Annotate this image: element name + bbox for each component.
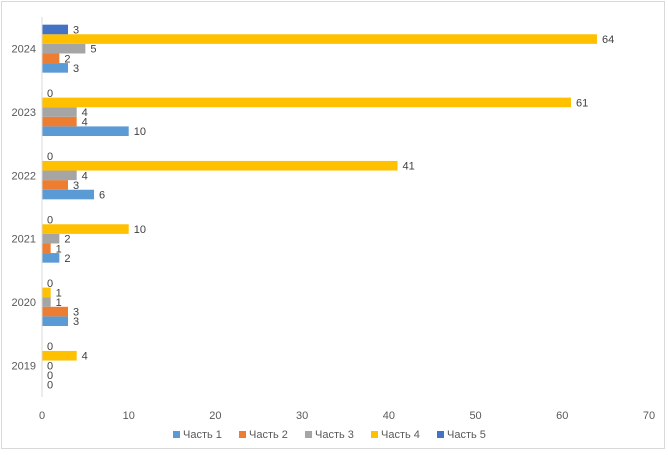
- data-label-2022-1: 6: [99, 190, 105, 202]
- data-label-2020-3: 1: [56, 297, 62, 309]
- data-label-2024-4: 64: [602, 34, 614, 46]
- bar-2021-3: [42, 233, 60, 244]
- data-label-2023-2: 4: [82, 117, 88, 129]
- x-axis-ticks: 0 10 20 30 40 50 60 70: [39, 410, 655, 422]
- legend-swatch: [371, 431, 378, 438]
- data-label-2024-5: 3: [73, 24, 79, 36]
- bar-2021-2: [42, 243, 51, 254]
- bar-2024-4: [42, 34, 597, 44]
- x-tick-40: 40: [383, 410, 395, 422]
- legend-label: Часть 1: [183, 429, 222, 441]
- legend-label: Часть 2: [249, 429, 288, 441]
- data-label-2023-1: 10: [134, 126, 146, 138]
- data-label-2019-2: 0: [47, 370, 53, 382]
- bar-2020-1: [42, 316, 69, 326]
- x-tick-30: 30: [296, 410, 308, 422]
- category-label-2019: 2019: [12, 360, 36, 372]
- data-label-2019-4: 4: [82, 351, 88, 363]
- category-label-2022: 2022: [12, 170, 36, 182]
- bar-2024-1: [42, 63, 69, 73]
- bar-2020-3: [42, 297, 51, 307]
- data-label-2022-4: 41: [403, 161, 415, 173]
- data-label-2019-3: 0: [47, 360, 53, 372]
- legend-swatch: [305, 431, 312, 438]
- category-label-2021: 2021: [12, 234, 36, 246]
- category-label-2023: 2023: [12, 107, 36, 119]
- bar-2021-4: [42, 224, 129, 234]
- x-tick-50: 50: [469, 410, 481, 422]
- data-label-2020-5: 0: [47, 278, 53, 290]
- legend-label: Часть 3: [315, 429, 354, 441]
- data-label-2023-5: 0: [47, 88, 53, 100]
- legend-swatch: [239, 431, 246, 438]
- bar-2024-3: [42, 43, 86, 54]
- legend-swatch: [173, 431, 180, 438]
- bar-2020-4: [42, 287, 51, 298]
- data-label-2021-1: 2: [64, 253, 70, 265]
- x-tick-20: 20: [209, 410, 221, 422]
- bar-2023-3: [42, 107, 77, 117]
- data-label-2022-5: 0: [47, 151, 53, 163]
- data-label-2020-4: 1: [56, 287, 62, 299]
- data-label-2024-2: 2: [64, 53, 70, 65]
- bar-2023-4: [42, 97, 571, 108]
- legend-item-4: Часть 4: [371, 429, 420, 441]
- data-label-2023-3: 4: [82, 107, 88, 119]
- data-label-2021-2: 1: [56, 243, 62, 255]
- bar-2024-2: [42, 53, 60, 64]
- data-label-2020-2: 3: [73, 307, 79, 319]
- data-label-2024-1: 3: [73, 63, 79, 75]
- data-label-2019-1: 0: [47, 380, 53, 392]
- legend-item-1: Часть 1: [173, 429, 222, 441]
- legend-item-2: Часть 2: [239, 429, 288, 441]
- legend: Часть 1 Часть 2 Часть 3 Часть 4 Часть 5: [173, 429, 486, 441]
- data-label-2021-4: 10: [134, 224, 146, 236]
- data-label-2021-3: 2: [64, 234, 70, 246]
- bars-layer: [42, 24, 597, 361]
- data-label-2019-5: 0: [47, 341, 53, 353]
- bar-2021-1: [42, 253, 60, 263]
- data-label-2023-4: 61: [576, 97, 588, 109]
- data-label-2024-3: 5: [90, 44, 96, 56]
- legend-label: Часть 5: [447, 429, 486, 441]
- x-tick-60: 60: [556, 410, 568, 422]
- bar-2023-2: [42, 116, 77, 127]
- bar-2020-2: [42, 306, 69, 317]
- chart-frame: 0 0 0 4 0 3 3 1 1 0 2 1 2 10 0 6 3 4 41 0 10 4 4 61 0 3 2 5 64 3 2019…: [1, 1, 665, 449]
- bar-2023-1: [42, 126, 129, 136]
- data-label-2022-3: 4: [82, 170, 88, 182]
- category-label-2020: 2020: [12, 297, 36, 309]
- bar-2022-2: [42, 180, 69, 190]
- data-label-2021-5: 0: [47, 214, 53, 226]
- bar-2022-1: [42, 189, 95, 200]
- x-tick-70: 70: [643, 410, 655, 422]
- bar-2022-3: [42, 170, 77, 181]
- bar-2022-4: [42, 160, 398, 171]
- legend-label: Часть 4: [381, 429, 420, 441]
- y-axis-categories: 2019 2020 2021 2022 2023 2024: [12, 44, 36, 373]
- legend-swatch: [437, 431, 444, 438]
- x-tick-0: 0: [39, 410, 45, 422]
- bar-2024-5: [42, 24, 69, 35]
- category-label-2024: 2024: [12, 44, 36, 56]
- legend-item-5: Часть 5: [437, 429, 486, 441]
- legend-item-3: Часть 3: [305, 429, 354, 441]
- data-label-2022-2: 3: [73, 180, 79, 192]
- x-tick-10: 10: [123, 410, 135, 422]
- data-label-2020-1: 3: [73, 316, 79, 328]
- bar-2019-4: [42, 350, 77, 361]
